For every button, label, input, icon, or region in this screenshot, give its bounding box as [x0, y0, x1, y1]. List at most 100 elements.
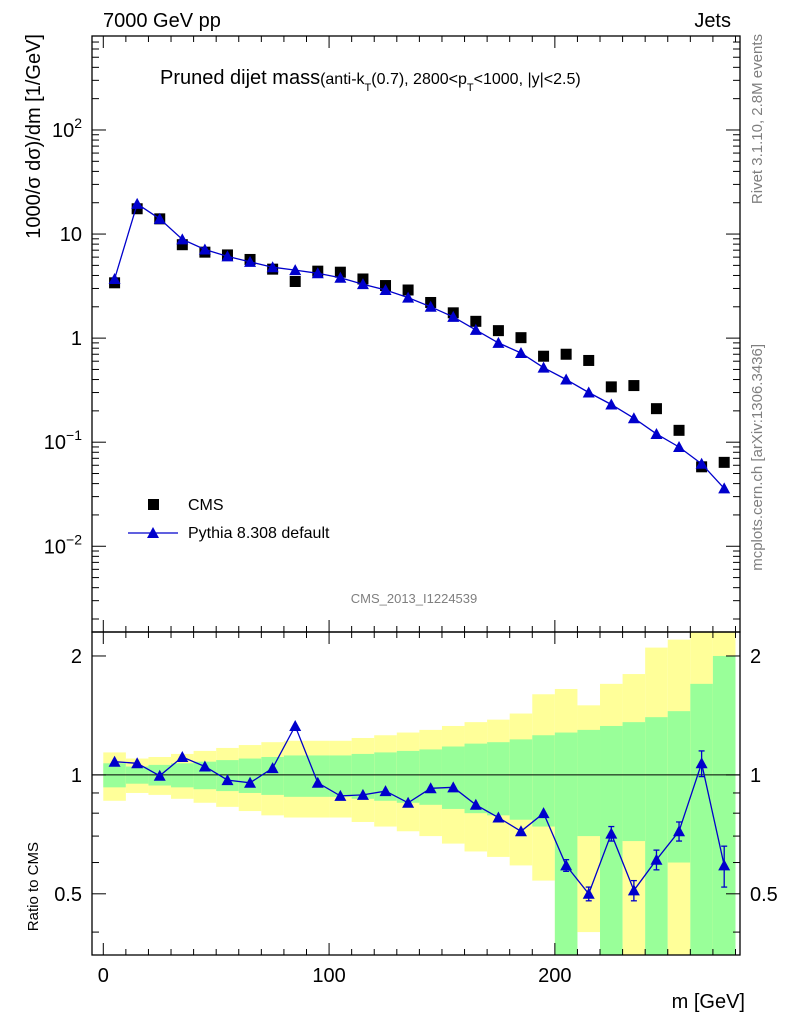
pythia-point: [695, 457, 708, 469]
ratio-point: [650, 853, 663, 865]
cms-point: [289, 275, 301, 287]
ratio-point: [311, 776, 324, 788]
y-tick-base: 10: [60, 224, 82, 246]
legend-pythia-label: Pythia 8.308 default: [188, 525, 330, 542]
cms-point: [176, 239, 188, 251]
pythia-point: [718, 482, 731, 494]
ratio-band-green: [554, 732, 578, 955]
ratio-band-green: [261, 756, 284, 795]
pythia-point: [289, 264, 302, 276]
y-tick-exponent: −2: [66, 531, 82, 547]
y-tick-base: 10: [44, 432, 66, 454]
ratio-band-green: [238, 758, 262, 793]
legend-cms-label: CMS: [188, 497, 224, 514]
ratio-band-green: [509, 739, 533, 820]
ratio-band-green: [622, 722, 646, 842]
ratio-band-green: [690, 683, 713, 955]
ratio-point: [334, 789, 347, 801]
cms-point: [605, 381, 617, 393]
ratio-point: [108, 755, 121, 767]
main-frame: [91, 35, 741, 633]
ratio-band-green: [441, 746, 465, 809]
ratio-point: [131, 757, 144, 769]
ratio-band-green: [351, 753, 375, 799]
pythia-point: [492, 336, 505, 348]
ratio-band-green: [419, 749, 442, 805]
y-tick-label: 102: [52, 115, 82, 142]
chart-title: Pruned dijet mass(anti-kT(0.7), 2800<pT<…: [160, 67, 581, 94]
pythia-point: [266, 261, 279, 273]
ratio-point: [560, 859, 573, 871]
cms-point: [560, 348, 572, 360]
title-sub-mid: (0.7), 2800<p: [371, 71, 467, 88]
pythia-point: [402, 291, 415, 303]
y-tick-exponent: 2: [74, 115, 82, 131]
pythia-point: [108, 272, 121, 284]
ratio-point: [244, 776, 257, 788]
x-axis-label: m [GeV]: [672, 991, 745, 1013]
pythia-point: [560, 373, 573, 385]
ratio-point: [537, 807, 550, 819]
title-sub-sub2: T: [467, 82, 474, 94]
ratio-point: [402, 796, 415, 808]
ratio-point: [627, 884, 640, 896]
pythia-point: [334, 271, 347, 283]
ratio-band-green: [712, 655, 736, 955]
ratio-point: [695, 757, 708, 769]
pythia-point: [131, 197, 144, 209]
ratio-band-green: [396, 750, 420, 803]
cms-point: [673, 424, 685, 436]
ratio-band-green: [193, 761, 217, 790]
ratio-line: [114, 724, 725, 896]
ratio-frame: [91, 631, 741, 956]
ratio-point: [605, 827, 618, 839]
title-sub-post: <1000, |y|<2.5): [474, 71, 581, 88]
ratio-point: [379, 785, 392, 797]
pythia-point: [244, 255, 257, 267]
ratio-band-green: [329, 755, 352, 797]
mcplots-label: mcplots.cern.ch [arXiv:1306.3436]: [749, 344, 766, 571]
ratio-band-green: [374, 752, 397, 801]
pythia-point: [605, 398, 618, 410]
ratio-point: [718, 859, 731, 871]
pythia-line: [113, 202, 725, 489]
x-tick-label: 0: [98, 965, 109, 987]
y-tick-label: 10−1: [44, 427, 82, 454]
rivet-label: Rivet 3.1.10, 2.8M events: [749, 34, 766, 204]
header-left: 7000 GeV pp: [103, 10, 221, 32]
legend-pythia-marker: [147, 527, 159, 538]
cms-point: [402, 284, 414, 296]
pythia-point: [469, 323, 482, 335]
ratio-point: [673, 825, 686, 837]
ratio-band-green: [464, 743, 488, 814]
y-tick-base: 10: [44, 536, 66, 558]
title-sub-pre: (anti-k: [320, 71, 365, 88]
ratio-band-green: [645, 717, 668, 955]
ratio-tick-label-left: 2: [71, 646, 82, 668]
y-tick-label: 10: [60, 224, 82, 246]
pythia-point: [153, 212, 166, 224]
pythia-point: [627, 412, 640, 424]
ratio-point: [176, 750, 189, 762]
pythia-point: [311, 267, 324, 279]
title-main: Pruned dijet mass: [160, 67, 320, 89]
ratio-band-green: [283, 755, 307, 797]
x-tick-label: 100: [312, 965, 345, 987]
ratio-band-green: [667, 711, 691, 863]
cms-point: [538, 350, 550, 362]
ratio-point: [514, 825, 527, 837]
pythia-point: [673, 440, 686, 452]
ratio-tick-label-right: 1: [750, 765, 761, 787]
y-tick-base: 10: [52, 120, 74, 142]
ratio-tick-label-left: 0.5: [54, 884, 82, 906]
pythia-point: [221, 250, 234, 262]
ratio-point: [266, 762, 279, 774]
cms-point: [718, 456, 730, 468]
cms-point: [650, 403, 662, 415]
ratio-point: [447, 781, 460, 793]
title-sub-sub1: T: [365, 82, 372, 94]
pythia-point: [176, 233, 189, 245]
cms-point: [583, 354, 595, 366]
ratio-point: [356, 788, 369, 800]
